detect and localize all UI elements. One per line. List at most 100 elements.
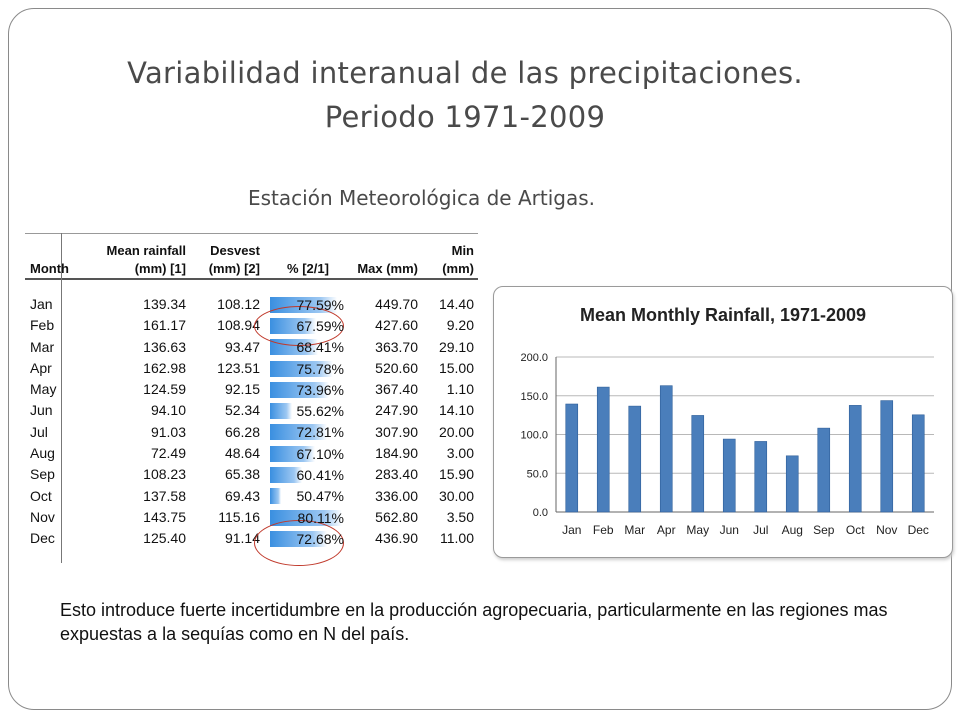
pct-databar: 55.62% bbox=[270, 401, 346, 421]
pct-value: 72.81% bbox=[296, 424, 344, 441]
cell-mean: 125.40 bbox=[143, 530, 186, 547]
cell-pct: 75.78% bbox=[266, 358, 350, 379]
cell-max: 520.60 bbox=[375, 359, 418, 376]
cell-pct: 72.81% bbox=[266, 422, 350, 443]
cell-month: Jan bbox=[30, 296, 53, 312]
pct-databar: 60.41% bbox=[270, 465, 346, 485]
pct-bar-fill bbox=[270, 467, 302, 484]
cell-month: Aug bbox=[30, 445, 55, 462]
cell-min: 15.00 bbox=[438, 359, 474, 376]
bar-aug bbox=[785, 455, 799, 513]
table-row: Dec 125.40 91.14 72.68% 436.90 11.00 bbox=[25, 528, 478, 549]
header-min: Min (mm) bbox=[422, 233, 478, 280]
x-tick-label: Nov bbox=[876, 523, 897, 537]
bar-mar bbox=[628, 405, 642, 513]
x-tick-label: Jun bbox=[720, 523, 739, 537]
cell-month: Dec bbox=[30, 530, 55, 547]
cell-max: 184.90 bbox=[375, 445, 418, 462]
table-row: Jul 91.03 66.28 72.81% 307.90 20.00 bbox=[25, 422, 478, 443]
cell-min: 9.20 bbox=[446, 317, 474, 334]
cell-min: 29.10 bbox=[438, 338, 474, 355]
chart-y-tick-labels: 0.0 50.0 100.0 150.0 200.0 bbox=[520, 352, 548, 519]
bar-may bbox=[691, 415, 705, 513]
pct-bar-fill bbox=[270, 381, 330, 398]
slide-title-line2: Periodo 1971-2009 bbox=[324, 100, 606, 134]
cell-mean: 143.75 bbox=[143, 508, 186, 525]
cell-min: 14.10 bbox=[438, 402, 474, 419]
cell-month: Apr bbox=[30, 359, 52, 376]
cell-pct: 55.62% bbox=[266, 400, 350, 421]
cell-min: 11.00 bbox=[440, 530, 474, 547]
header-desvest: Desvest (mm) [2] bbox=[192, 233, 266, 280]
bar-jul bbox=[754, 441, 768, 513]
cell-max: 336.00 bbox=[375, 487, 418, 504]
header-mean: Mean rainfall (mm) [1] bbox=[88, 233, 192, 280]
table-row: Aug 72.49 48.64 67.10% 184.90 3.00 bbox=[25, 443, 478, 464]
table-row: Oct 137.58 69.43 50.47% 336.00 30.00 bbox=[25, 486, 478, 507]
pct-databar: 75.78% bbox=[270, 359, 346, 379]
cell-month: May bbox=[30, 381, 57, 398]
highlight-ellipse-nov-dec bbox=[254, 520, 344, 566]
table-body: Jan 139.34 108.12 77.59% 449.70 14.40 Feb 161.1… bbox=[25, 279, 478, 550]
cell-min: 3.50 bbox=[446, 508, 474, 525]
station-subtitle: Estación Meteorológica de Artigas. bbox=[248, 186, 595, 210]
pct-value: 75.78% bbox=[296, 360, 344, 377]
cell-month: Jun bbox=[30, 402, 53, 419]
cell-min: 3.00 bbox=[446, 445, 474, 462]
cell-mean: 136.63 bbox=[143, 338, 186, 355]
table-column-divider bbox=[61, 233, 62, 563]
highlight-ellipse-feb bbox=[254, 306, 344, 346]
cell-desvest: 108.94 bbox=[217, 317, 260, 334]
slide-title-line1: Variabilidad interanual de las precipita… bbox=[127, 56, 803, 90]
chart-title: Mean Monthly Rainfall, 1971-2009 bbox=[580, 305, 866, 325]
x-tick-label: Jan bbox=[562, 523, 581, 537]
x-tick-label: May bbox=[686, 523, 709, 537]
table-row: Mar 136.63 93.47 68.41% 363.70 29.10 bbox=[25, 337, 478, 358]
pct-value: 80.11% bbox=[297, 509, 344, 526]
cell-desvest: 65.38 bbox=[224, 466, 260, 483]
cell-desvest: 115.16 bbox=[218, 508, 260, 525]
table-row: May 124.59 92.15 73.96% 367.40 1.10 bbox=[25, 379, 478, 400]
cell-mean: 72.49 bbox=[150, 445, 186, 462]
rainfall-bar-chart: Mean Monthly Rainfall, 1971-2009 0.0 50.0… bbox=[520, 305, 934, 537]
cell-desvest: 52.34 bbox=[224, 402, 260, 419]
cell-mean: 137.58 bbox=[143, 487, 186, 504]
y-tick-label: 0.0 bbox=[533, 507, 548, 519]
x-tick-label: Apr bbox=[657, 523, 676, 537]
bar-oct bbox=[848, 405, 862, 513]
cell-pct: 50.47% bbox=[266, 486, 350, 507]
pct-value: 67.59% bbox=[296, 317, 344, 334]
cell-month: Sep bbox=[30, 466, 55, 483]
table-row: Jan 139.34 108.12 77.59% 449.70 14.40 bbox=[25, 294, 478, 315]
pct-bar-fill bbox=[270, 424, 328, 441]
x-tick-label: Jul bbox=[753, 523, 768, 537]
cell-desvest: 123.51 bbox=[217, 359, 260, 376]
y-tick-label: 200.0 bbox=[520, 352, 548, 364]
cell-min: 30.00 bbox=[438, 487, 474, 504]
cell-mean: 91.03 bbox=[150, 423, 186, 440]
bar-nov bbox=[880, 400, 894, 513]
cell-desvest: 91.14 bbox=[224, 530, 260, 547]
cell-max: 367.40 bbox=[375, 381, 418, 398]
cell-max: 562.80 bbox=[375, 508, 418, 525]
cell-min: 20.00 bbox=[438, 423, 474, 440]
header-month: Month bbox=[25, 233, 88, 280]
y-tick-label: 100.0 bbox=[520, 430, 548, 442]
bar-jan bbox=[565, 403, 579, 513]
x-tick-label: Oct bbox=[846, 523, 865, 537]
bar-dec bbox=[911, 414, 925, 513]
cell-max: 307.90 bbox=[375, 423, 418, 440]
table-row: Sep 108.23 65.38 60.41% 283.40 15.90 bbox=[25, 464, 478, 485]
pct-value: 55.62% bbox=[296, 403, 344, 420]
slide-note: Esto introduce fuerte incertidumbre en l… bbox=[60, 600, 888, 644]
cell-min: 1.10 bbox=[446, 381, 474, 398]
cell-desvest: 48.64 bbox=[224, 445, 260, 462]
cell-month: Feb bbox=[30, 317, 55, 334]
bar-sep bbox=[817, 427, 831, 513]
cell-max: 427.60 bbox=[375, 317, 418, 334]
cell-min: 15.90 bbox=[438, 466, 474, 483]
chart-panel: Mean Monthly Rainfall, 1971-2009 0.0 50.0… bbox=[493, 286, 953, 558]
table-row: Feb 161.17 108.94 67.59% 427.60 9.20 bbox=[25, 315, 478, 336]
chart-gridlines bbox=[555, 356, 934, 513]
cell-max: 283.40 bbox=[375, 466, 418, 483]
